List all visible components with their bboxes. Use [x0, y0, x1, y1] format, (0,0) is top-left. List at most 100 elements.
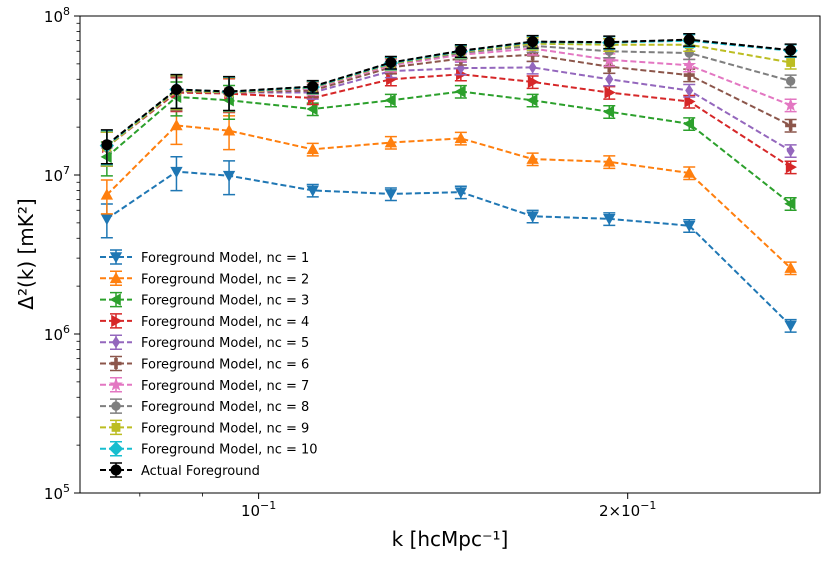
legend-marker [110, 358, 122, 370]
data-point [685, 84, 694, 97]
legend-label: Actual Foreground [141, 464, 260, 479]
series-5 [100, 60, 797, 167]
legend-marker [108, 441, 124, 456]
data-point [306, 143, 319, 155]
series-line [106, 47, 792, 148]
legend-entry-8: Foreground Model, nc = 8 [100, 398, 309, 415]
series-line [106, 170, 792, 327]
data-point [454, 85, 466, 98]
data-point [384, 136, 398, 148]
series-1 [100, 156, 797, 333]
data-point [170, 166, 183, 178]
y-tick-label: 108 [44, 5, 70, 26]
data-point [785, 44, 797, 56]
data-point [682, 117, 695, 130]
data-point [605, 73, 614, 86]
series-2 [100, 109, 797, 276]
data-point [785, 160, 797, 174]
legend-entry-10: Foreground Model, nc = 10 [100, 440, 318, 458]
legend-marker [109, 293, 121, 306]
data-point [784, 197, 796, 210]
legend: Foreground Model, nc = 1 Foreground Model… [100, 249, 318, 479]
data-point [223, 86, 235, 98]
data-point [602, 105, 615, 118]
data-point [306, 102, 318, 116]
data-point [786, 58, 796, 67]
legend-marker [109, 252, 123, 264]
legend-entry-6: Foreground Model, nc = 6 [100, 355, 309, 373]
legend-label: Foreground Model, nc = 4 [141, 315, 309, 330]
legend-marker [109, 377, 123, 391]
data-point [222, 124, 236, 136]
series-line [106, 53, 792, 148]
data-point [783, 97, 798, 111]
data-point [170, 83, 182, 95]
data-point [684, 95, 696, 108]
data-point [455, 45, 467, 57]
legend-entry-4: Foreground Model, nc = 4 [100, 313, 309, 330]
data-point [527, 75, 539, 89]
legend-marker [110, 464, 122, 476]
legend-label: Foreground Model, nc = 6 [141, 358, 309, 373]
data-point [101, 139, 113, 151]
legend-label: Foreground Model, nc = 10 [141, 443, 318, 458]
series-line [106, 90, 792, 205]
legend-entry-5: Foreground Model, nc = 5 [100, 334, 309, 351]
data-point [785, 76, 796, 86]
x-axis-label: k [hcMpc⁻¹] [392, 527, 509, 551]
data-point [683, 166, 696, 178]
legend-marker [111, 314, 123, 328]
series-11 [100, 32, 797, 165]
x-tick-label: 10−1 [241, 499, 276, 520]
data-point [526, 152, 539, 164]
legend-marker [111, 335, 121, 349]
legend-label: Foreground Model, nc = 2 [141, 272, 309, 287]
data-point [100, 188, 114, 200]
data-point [603, 214, 616, 226]
legend-marker [111, 401, 121, 411]
x-tick-label: 2×10−1 [599, 499, 656, 520]
data-point [603, 155, 616, 167]
y-tick-label: 105 [44, 482, 70, 503]
data-point [454, 132, 468, 144]
legend-label: Foreground Model, nc = 3 [141, 294, 309, 309]
legend-entry-11: Actual Foreground [100, 462, 260, 479]
legend-label: Foreground Model, nc = 9 [141, 421, 309, 436]
data-point [526, 211, 539, 223]
data-point [385, 56, 397, 68]
legend-entry-9: Foreground Model, nc = 9 [100, 419, 309, 436]
data-point [306, 185, 319, 197]
data-point [784, 320, 797, 332]
legend-label: Foreground Model, nc = 5 [141, 336, 309, 351]
legend-entry-1: Foreground Model, nc = 1 [100, 249, 309, 266]
data-point [384, 94, 396, 107]
data-point [683, 69, 695, 81]
data-point [307, 81, 319, 93]
data-point [784, 261, 797, 273]
data-point [528, 61, 537, 74]
data-point [683, 220, 696, 233]
data-point [604, 86, 616, 99]
data-point [384, 189, 398, 201]
legend-marker [109, 271, 123, 284]
legend-label: Foreground Model, nc = 8 [141, 400, 309, 415]
data-point [683, 34, 695, 46]
data-point [786, 144, 795, 158]
plot-frame [79, 15, 821, 494]
data-point [222, 170, 236, 183]
data-point [527, 36, 539, 48]
legend-entry-7: Foreground Model, nc = 7 [100, 377, 309, 394]
y-tick-label: 106 [44, 323, 70, 344]
legend-entry-3: Foreground Model, nc = 3 [100, 291, 309, 309]
legend-label: Foreground Model, nc = 1 [141, 251, 309, 266]
data-point [785, 119, 797, 131]
y-tick-label: 107 [44, 164, 70, 185]
data-point [100, 214, 114, 226]
series-line [106, 38, 791, 146]
data-point [526, 94, 538, 107]
data-point [682, 58, 697, 72]
data-point [454, 187, 468, 199]
legend-label: Foreground Model, nc = 7 [141, 379, 309, 394]
series-line [106, 124, 792, 269]
